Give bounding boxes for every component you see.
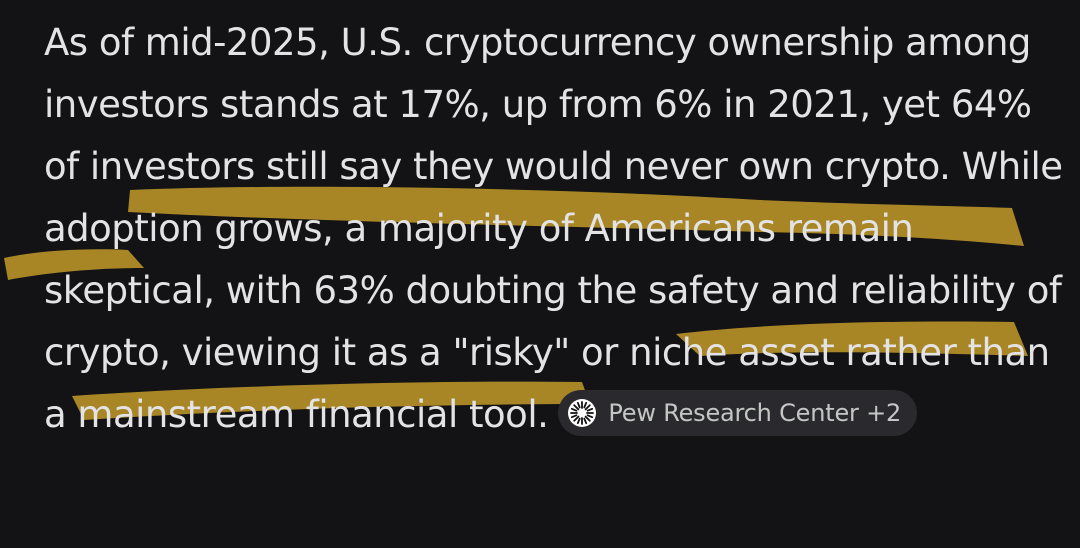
answer-text: As of mid-2025, U.S. cryptocurrency owne… [44, 21, 1063, 436]
answer-text-end: tool. [469, 393, 549, 436]
source-chip[interactable]: Pew Research Center +2 [558, 389, 918, 436]
pew-logo-icon [568, 398, 597, 427]
answer-paragraph: As of mid-2025, U.S. cryptocurrency owne… [44, 12, 1064, 446]
source-chip-label: Pew Research Center +2 [608, 398, 902, 427]
